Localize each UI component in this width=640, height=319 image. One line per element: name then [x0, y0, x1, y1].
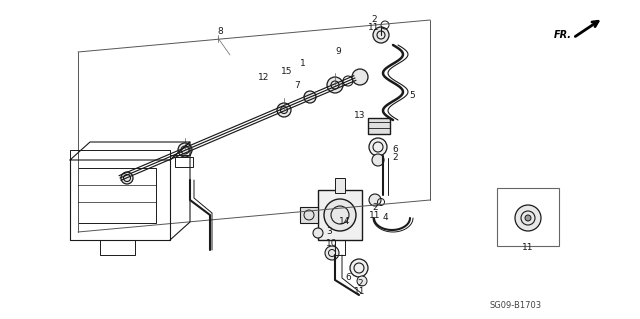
- Circle shape: [325, 246, 339, 260]
- Text: 1: 1: [300, 58, 306, 68]
- Text: 12: 12: [259, 73, 269, 83]
- Bar: [78, 168, 156, 223]
- Text: 2: 2: [372, 203, 378, 211]
- Circle shape: [369, 194, 381, 206]
- Text: 11: 11: [369, 211, 381, 219]
- Circle shape: [324, 199, 356, 231]
- Text: 11: 11: [368, 24, 380, 33]
- Text: 9: 9: [335, 48, 341, 56]
- Text: 10: 10: [326, 239, 338, 248]
- Text: 2: 2: [392, 152, 398, 161]
- Circle shape: [178, 143, 192, 157]
- Text: SG09-B1703: SG09-B1703: [490, 300, 542, 309]
- Text: 2: 2: [357, 279, 363, 288]
- Circle shape: [313, 228, 323, 238]
- Circle shape: [304, 91, 316, 103]
- Text: 6: 6: [392, 145, 398, 153]
- Text: 7: 7: [294, 81, 300, 91]
- Text: 4: 4: [382, 212, 388, 221]
- Text: 15: 15: [281, 68, 292, 77]
- Circle shape: [357, 276, 367, 286]
- Bar: [335, 178, 345, 193]
- Circle shape: [352, 69, 368, 85]
- Circle shape: [277, 103, 291, 117]
- Circle shape: [372, 154, 384, 166]
- Bar: [368, 118, 390, 134]
- Text: 2: 2: [371, 16, 377, 25]
- Bar: [300, 207, 318, 223]
- Bar: [318, 190, 362, 240]
- Circle shape: [525, 215, 531, 221]
- Circle shape: [373, 27, 389, 43]
- Text: 8: 8: [217, 27, 223, 36]
- Circle shape: [350, 259, 368, 277]
- Circle shape: [369, 138, 387, 156]
- Text: 6: 6: [345, 272, 351, 281]
- Text: 13: 13: [355, 110, 365, 120]
- Circle shape: [327, 77, 343, 93]
- Bar: [497, 188, 559, 246]
- Text: 11: 11: [355, 287, 365, 296]
- Text: FR.: FR.: [554, 30, 572, 40]
- Circle shape: [515, 205, 541, 231]
- Text: 5: 5: [409, 92, 415, 100]
- Text: 3: 3: [326, 227, 332, 236]
- Circle shape: [121, 172, 133, 184]
- Text: 14: 14: [339, 217, 351, 226]
- Bar: [175, 157, 193, 167]
- Text: 11: 11: [522, 243, 534, 253]
